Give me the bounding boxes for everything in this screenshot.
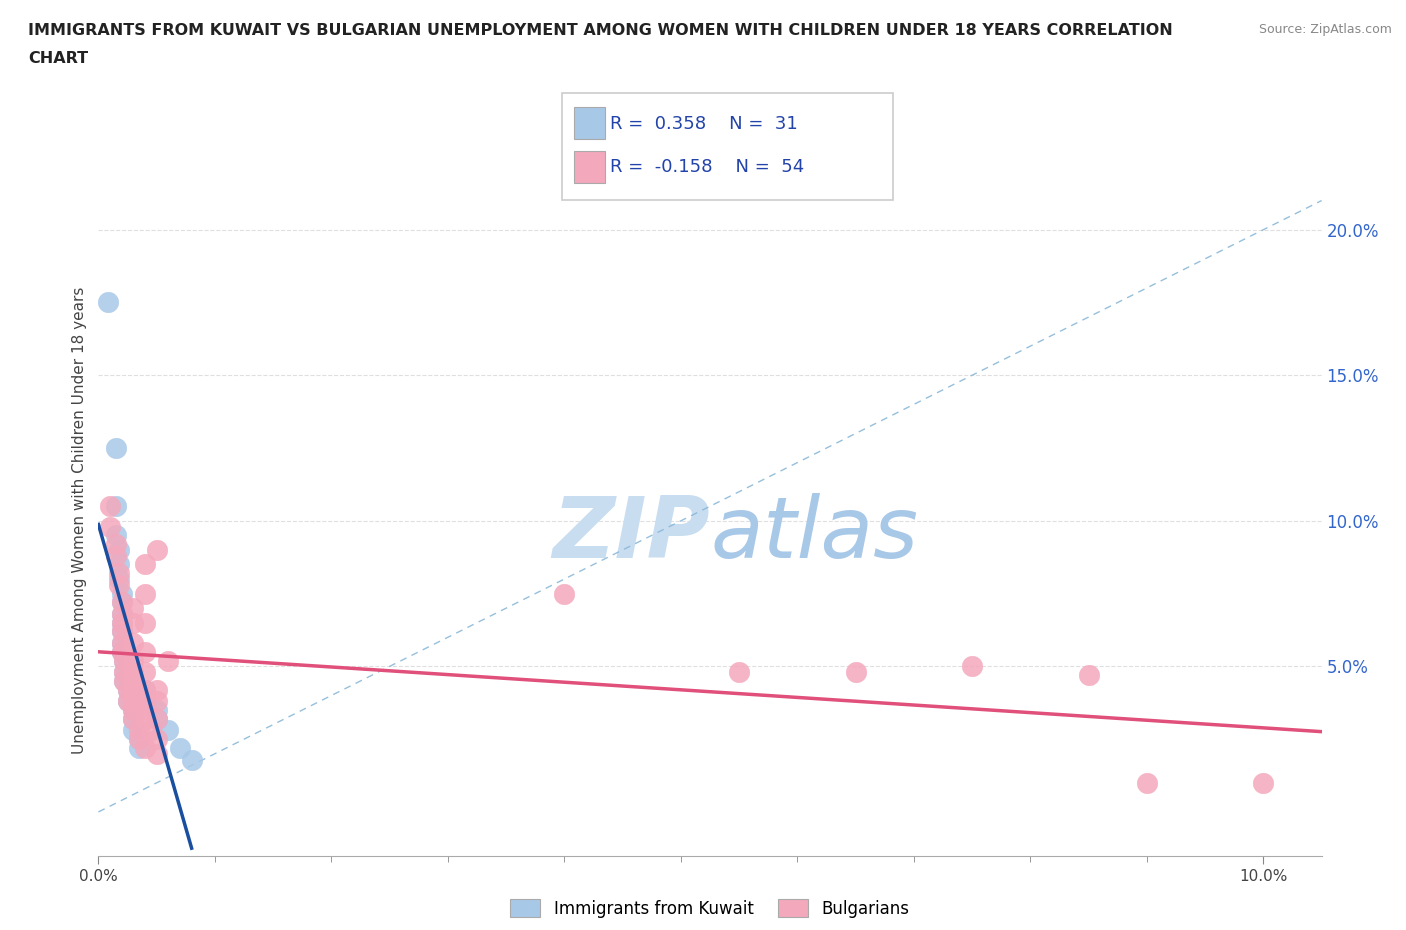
Point — [122, 635, 145, 650]
Point — [134, 702, 156, 717]
Text: IMMIGRANTS FROM KUWAIT VS BULGARIAN UNEMPLOYMENT AMONG WOMEN WITH CHILDREN UNDER: IMMIGRANTS FROM KUWAIT VS BULGARIAN UNEM… — [28, 23, 1173, 38]
Point — [104, 498, 127, 513]
Point — [145, 702, 167, 717]
Point — [108, 565, 131, 580]
Point — [122, 702, 145, 717]
Point — [111, 586, 134, 601]
Text: CHART: CHART — [28, 51, 89, 66]
Point — [112, 665, 135, 680]
Point — [134, 665, 156, 680]
Point — [134, 740, 156, 755]
Point — [728, 665, 751, 680]
Point — [122, 702, 145, 717]
Point — [98, 519, 121, 534]
Point — [112, 653, 135, 668]
Point — [111, 606, 134, 621]
Point — [128, 732, 150, 747]
Point — [111, 606, 134, 621]
Point — [122, 711, 145, 726]
Point — [553, 586, 575, 601]
Point — [128, 740, 150, 755]
Point — [145, 746, 167, 761]
Point — [139, 723, 162, 737]
Point — [134, 586, 156, 601]
Point — [108, 557, 131, 572]
Text: ZIP: ZIP — [553, 493, 710, 576]
Point — [122, 711, 145, 726]
Point — [108, 542, 131, 557]
Point — [111, 595, 134, 610]
Point — [111, 644, 134, 659]
Y-axis label: Unemployment Among Women with Children Under 18 years: Unemployment Among Women with Children U… — [72, 287, 87, 754]
Point — [111, 616, 134, 631]
Point — [145, 711, 167, 726]
Point — [145, 694, 167, 709]
Point — [112, 673, 135, 688]
Point — [98, 498, 121, 513]
Point — [111, 595, 134, 610]
Point — [111, 624, 134, 639]
Point — [112, 653, 135, 668]
Point — [145, 542, 167, 557]
Point — [104, 441, 127, 456]
Point — [169, 740, 191, 755]
Point — [122, 665, 145, 680]
Text: Source: ZipAtlas.com: Source: ZipAtlas.com — [1258, 23, 1392, 36]
Point — [128, 732, 150, 747]
Point — [1136, 776, 1159, 790]
Point — [122, 616, 145, 631]
Point — [134, 683, 156, 698]
Point — [145, 732, 167, 747]
Point — [104, 528, 127, 543]
Legend: Immigrants from Kuwait, Bulgarians: Immigrants from Kuwait, Bulgarians — [503, 893, 917, 924]
Point — [134, 644, 156, 659]
Point — [117, 694, 139, 709]
Text: R =  -0.158    N =  54: R = -0.158 N = 54 — [610, 158, 804, 177]
Point — [111, 635, 134, 650]
Point — [122, 683, 145, 698]
Point — [122, 673, 145, 688]
Point — [134, 557, 156, 572]
Point — [122, 601, 145, 616]
Point — [134, 694, 156, 709]
Point — [157, 723, 180, 737]
Point — [111, 635, 134, 650]
Point — [108, 572, 131, 587]
Point — [960, 659, 983, 674]
Point — [111, 644, 134, 659]
Point — [104, 549, 127, 564]
Point — [134, 694, 156, 709]
Point — [104, 537, 127, 551]
Point — [117, 694, 139, 709]
Point — [1253, 776, 1275, 790]
Point — [1077, 668, 1099, 683]
Text: R =  0.358    N =  31: R = 0.358 N = 31 — [610, 114, 799, 133]
Point — [122, 694, 145, 709]
Point — [117, 683, 139, 698]
Point — [134, 616, 156, 631]
Point — [117, 683, 139, 698]
Point — [180, 752, 202, 767]
Point — [111, 616, 134, 631]
Point — [145, 683, 167, 698]
Point — [112, 673, 135, 688]
Point — [111, 624, 134, 639]
Point — [134, 683, 156, 698]
Point — [845, 665, 868, 680]
Point — [112, 665, 135, 680]
Point — [122, 723, 145, 737]
Point — [128, 723, 150, 737]
Point — [122, 653, 145, 668]
Point — [108, 578, 131, 592]
Text: atlas: atlas — [710, 493, 918, 576]
Point — [97, 295, 120, 310]
Point — [157, 653, 180, 668]
Point — [134, 711, 156, 726]
Point — [145, 711, 167, 726]
